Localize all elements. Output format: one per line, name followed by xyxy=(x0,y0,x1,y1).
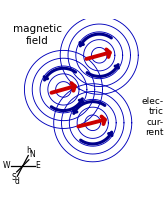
Text: E: E xyxy=(36,161,40,170)
Text: elec-
tric
cur-
rent: elec- tric cur- rent xyxy=(141,97,164,137)
Text: W: W xyxy=(2,161,10,170)
Text: d: d xyxy=(14,177,19,186)
Text: N: N xyxy=(30,150,35,159)
Text: S: S xyxy=(11,173,16,182)
Text: magnetic
field: magnetic field xyxy=(13,24,62,46)
Text: h: h xyxy=(26,146,31,155)
